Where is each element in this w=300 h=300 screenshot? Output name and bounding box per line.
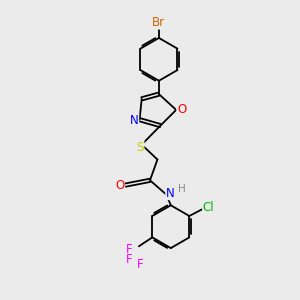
Text: F: F [126,254,133,266]
Text: Cl: Cl [203,201,214,214]
Text: N: N [166,187,175,200]
Text: O: O [177,103,186,116]
Text: F: F [126,243,133,256]
Text: F: F [137,258,144,271]
Text: H: H [178,184,186,194]
Text: Br: Br [152,16,166,29]
Text: S: S [136,140,144,154]
Text: N: N [130,114,139,127]
Text: O: O [115,178,124,192]
